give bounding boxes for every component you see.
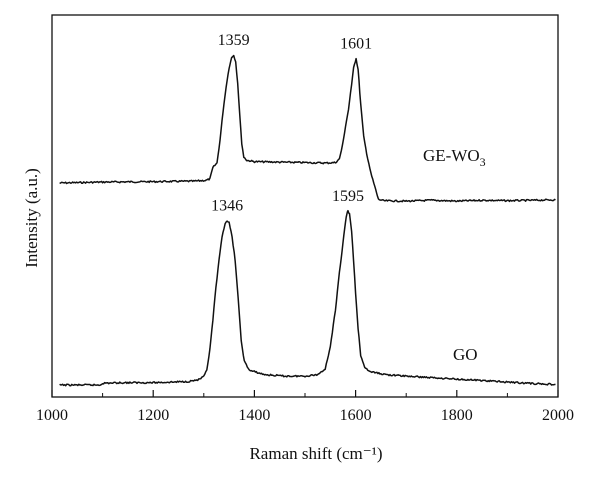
series-line-0 xyxy=(59,54,556,203)
series-label-go: GO xyxy=(453,345,478,364)
peak-label: 1346 xyxy=(211,197,243,214)
peak-label: 1595 xyxy=(332,188,364,205)
series-line-1 xyxy=(59,209,556,387)
series-labels: GE-WO3 GO xyxy=(423,146,486,364)
peak-label: 1601 xyxy=(340,36,372,53)
x-tick-label: 1000 xyxy=(36,407,68,424)
y-axis-title: Intensity (a.u.) xyxy=(22,168,41,268)
x-tick-label: 1600 xyxy=(340,407,372,424)
x-tick-label: 2000 xyxy=(542,407,574,424)
peak-label: 1359 xyxy=(218,32,250,49)
x-tick-label: 1400 xyxy=(238,407,270,424)
x-axis-title: Raman shift (cm⁻¹) xyxy=(249,444,382,463)
plot-frame xyxy=(51,14,559,398)
peak-labels: 1359 1601 1346 1595 xyxy=(211,32,372,214)
series-label-ge-wo3: GE-WO3 xyxy=(423,146,486,169)
series-lines xyxy=(59,54,556,387)
x-tick-label: 1800 xyxy=(441,407,473,424)
plot-area-border xyxy=(51,14,559,398)
x-ticks: 1000 1200 1400 1600 1800 2000 xyxy=(36,390,574,424)
x-tick-label: 1200 xyxy=(137,407,169,424)
